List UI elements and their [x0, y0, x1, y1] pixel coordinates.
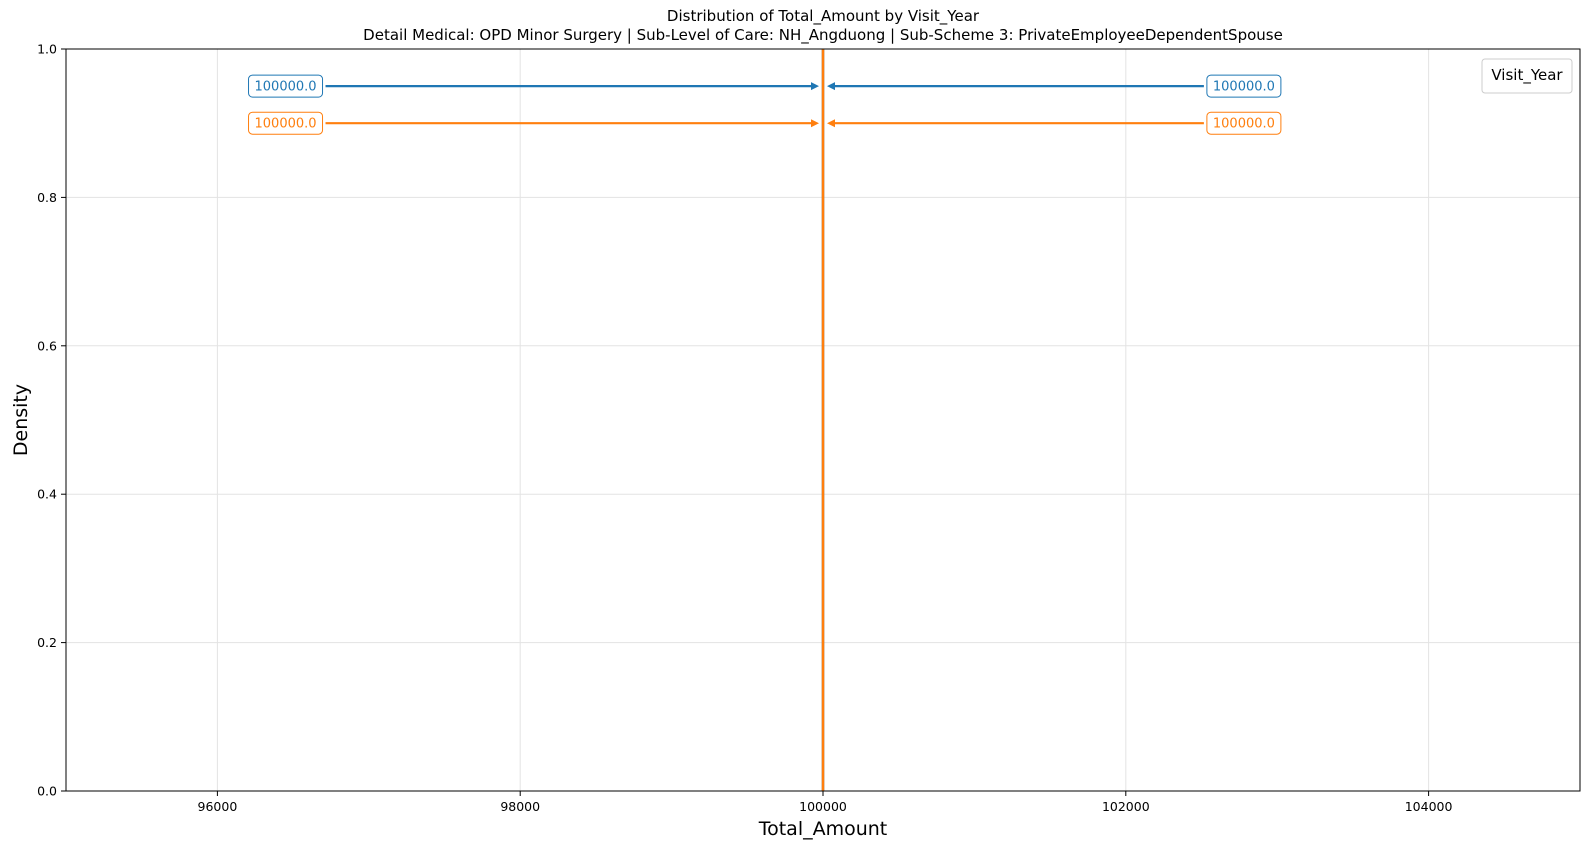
annotation-arrow-head: [811, 82, 819, 91]
legend-box: [1481, 58, 1573, 94]
annotation-label: 100000.0: [1213, 80, 1275, 95]
y-axis-ticks: 0.0 0.2 0.4 0.6 0.8 1.0: [37, 42, 66, 799]
annotation-box: [1206, 74, 1282, 98]
y-tick-label: 0.4: [37, 487, 57, 502]
annotation-arrow-head: [811, 119, 819, 128]
annotation-label: 100000.0: [255, 80, 317, 95]
y-tick-label: 0.6: [37, 338, 57, 353]
y-axis-label: Density: [10, 384, 32, 456]
legend-title: Visit_Year: [1491, 66, 1563, 85]
y-tick-label: 1.0: [37, 42, 57, 57]
annotation-label: 100000.0: [255, 117, 317, 132]
y-tick-label: 0.2: [37, 635, 57, 650]
annotation-label: 100000.0: [1213, 117, 1275, 132]
annotation-box: [248, 111, 324, 135]
x-tick-label: 98000: [500, 799, 540, 814]
annotation-arrow-head: [827, 119, 835, 128]
y-tick-label: 0.0: [37, 784, 57, 799]
legend: Visit_Year: [1481, 58, 1573, 94]
x-tick-label: 104000: [1405, 799, 1453, 814]
x-axis-label: Total_Amount: [758, 818, 888, 840]
annotation-box: [248, 74, 324, 98]
annotation-box: [1206, 111, 1282, 135]
y-tick-label: 0.8: [37, 190, 57, 205]
x-tick-label: 100000: [799, 799, 847, 814]
x-tick-label: 102000: [1102, 799, 1150, 814]
annotation-arrow-head: [827, 82, 835, 91]
x-axis-ticks: 96000 98000 100000 102000 104000: [198, 791, 1453, 814]
annotations: 100000.0 100000.0 100000.0 100000.0: [248, 74, 1282, 135]
x-tick-label: 96000: [198, 799, 238, 814]
chart-title: Distribution of Total_Amount by Visit_Ye…: [667, 7, 980, 26]
chart-subtitle: Detail Medical: OPD Minor Surgery | Sub-…: [363, 26, 1283, 45]
